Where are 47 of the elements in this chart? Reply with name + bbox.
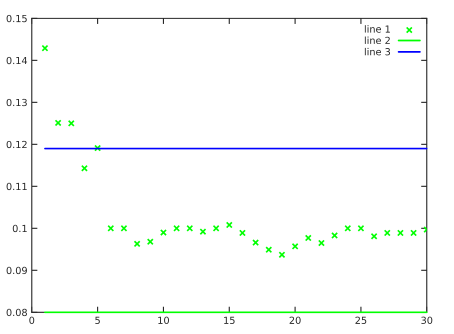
y-tick-label: 0.14 [6, 56, 28, 64]
point [396, 230, 404, 236]
point [173, 224, 180, 232]
point [265, 246, 272, 254]
y-tick-label: 0.11 [6, 182, 27, 190]
point [278, 251, 286, 258]
point [54, 119, 62, 126]
point [42, 44, 48, 52]
point [384, 230, 391, 236]
x-tick-label: 25 [355, 316, 366, 324]
point [212, 224, 220, 232]
point [200, 228, 206, 236]
point [239, 230, 246, 236]
y-tick-label: 0.09 [6, 266, 27, 274]
point [107, 224, 114, 232]
y-tick-label: 0.15 [6, 14, 27, 22]
point [186, 224, 194, 232]
legend-label: line 2 [364, 36, 390, 44]
x-tick-label: 20 [290, 316, 301, 324]
point [304, 234, 312, 242]
y-tick-label: 0.12 [6, 140, 27, 148]
point [226, 222, 233, 228]
y-tick-label: 0.08 [6, 308, 27, 316]
point [120, 224, 128, 232]
point [252, 239, 260, 246]
x-tick-label: 15 [224, 316, 235, 324]
legend-label: line 3 [364, 48, 390, 56]
point [410, 230, 418, 236]
point [134, 240, 141, 248]
y-tick-label: 0.13 [6, 98, 27, 106]
point [292, 242, 299, 250]
point [81, 164, 88, 172]
x-tick-label: 0 [29, 316, 34, 324]
point [344, 224, 352, 232]
point [160, 229, 167, 236]
point [331, 232, 338, 239]
point [318, 240, 325, 246]
point [370, 232, 378, 240]
x-tick-label: 10 [158, 316, 169, 324]
y-tick-label: 0.1 [12, 224, 27, 232]
point [68, 120, 75, 127]
x-tick-label: 30 [421, 316, 432, 324]
legend-label: line 1 [364, 25, 390, 33]
point [146, 238, 154, 246]
point [94, 144, 102, 152]
x-tick-label: 5 [95, 316, 100, 324]
point [357, 224, 364, 232]
